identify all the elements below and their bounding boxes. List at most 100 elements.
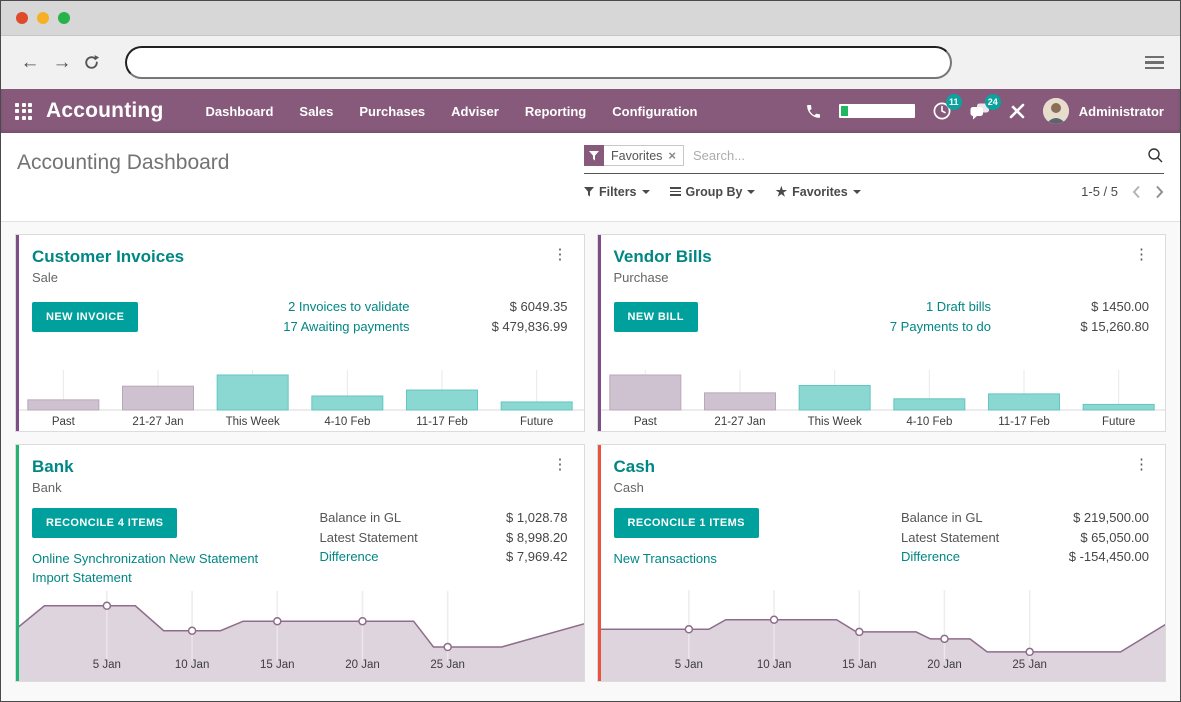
menu-adviser[interactable]: Adviser bbox=[451, 103, 499, 119]
latest-statement-value: $ 8,998.20 bbox=[506, 529, 568, 545]
url-bar[interactable] bbox=[125, 46, 952, 79]
cash-line-chart[interactable]: 5 Jan 10 Jan 15 Jan 20 Jan 25 Jan bbox=[597, 586, 1166, 681]
svg-text:Future: Future bbox=[520, 416, 553, 428]
svg-text:21-27 Jan: 21-27 Jan bbox=[132, 416, 183, 428]
browser-menu-button[interactable] bbox=[1145, 55, 1164, 70]
vendor-bills-bar-chart[interactable]: Past 21-27 Jan This Week 4-10 Feb 11-17 Feb F… bbox=[597, 367, 1166, 431]
menu-reporting[interactable]: Reporting bbox=[524, 103, 587, 119]
user-menu[interactable]: Administrator bbox=[1078, 103, 1164, 119]
svg-text:20 Jan: 20 Jan bbox=[345, 659, 380, 671]
kebab-menu-icon[interactable]: ⋮ bbox=[1134, 456, 1149, 473]
menu-dashboard[interactable]: Dashboard bbox=[205, 103, 274, 119]
new-transactions-link[interactable]: New Transactions bbox=[613, 551, 717, 566]
bank-line-chart[interactable]: 5 Jan 10 Jan 15 Jan 20 Jan 25 Jan bbox=[16, 587, 584, 681]
reload-button[interactable] bbox=[83, 54, 109, 71]
card-subtitle: Cash bbox=[613, 480, 644, 495]
reconcile-items-button[interactable]: RECONCILE 1 ITEMS bbox=[613, 508, 759, 538]
svg-text:5 Jan: 5 Jan bbox=[93, 659, 121, 671]
reconcile-items-button[interactable]: RECONCILE 4 ITEMS bbox=[32, 508, 178, 538]
latest-statement-label: Latest Statement bbox=[901, 529, 1000, 545]
minimize-window-button[interactable] bbox=[37, 12, 49, 24]
chevron-down-icon bbox=[641, 190, 650, 194]
tools-button[interactable] bbox=[1008, 102, 1026, 120]
online-sync-new-statement-link[interactable]: Online Synchronization New Statement bbox=[32, 551, 259, 566]
search-facet-favorites[interactable]: Favorites × bbox=[584, 145, 684, 166]
difference-link[interactable]: Difference bbox=[901, 549, 961, 564]
svg-text:15 Jan: 15 Jan bbox=[260, 659, 295, 671]
control-panel: Accounting Dashboard Favorites × bbox=[1, 133, 1180, 222]
apps-grid-icon[interactable] bbox=[15, 102, 32, 120]
kebab-menu-icon[interactable]: ⋮ bbox=[1134, 246, 1149, 263]
svg-text:5 Jan: 5 Jan bbox=[674, 659, 702, 671]
journal-card-bank: Bank Bank ⋮ RECONCILE 4 ITEMS Online Syn… bbox=[15, 444, 585, 682]
difference-link[interactable]: Difference bbox=[319, 549, 379, 564]
maximize-window-button[interactable] bbox=[58, 12, 70, 24]
journal-card-customer-invoices: Customer Invoices Sale ⋮ NEW INVOICE 2 I… bbox=[15, 234, 585, 432]
svg-text:This Week: This Week bbox=[807, 416, 861, 428]
svg-text:This Week: This Week bbox=[226, 416, 280, 428]
filters-button[interactable]: Filters bbox=[584, 185, 650, 199]
latest-statement-label: Latest Statement bbox=[319, 529, 418, 545]
awaiting-payments-link[interactable]: 17 Awaiting payments bbox=[283, 319, 410, 334]
funnel-icon bbox=[584, 145, 604, 166]
awaiting-payments-amount: $ 479,836.99 bbox=[491, 319, 568, 334]
invoices-to-validate-link[interactable]: 2 Invoices to validate bbox=[288, 299, 410, 314]
activities-button[interactable]: 11 bbox=[932, 94, 962, 121]
journal-card-vendor-bills: Vendor Bills Purchase ⋮ NEW BILL 1 Draft… bbox=[596, 234, 1166, 432]
facet-remove-icon[interactable]: × bbox=[668, 148, 676, 163]
svg-text:4-10 Feb: 4-10 Feb bbox=[906, 416, 952, 428]
card-title-customer-invoices[interactable]: Customer Invoices bbox=[32, 247, 185, 266]
search-input[interactable] bbox=[693, 148, 1147, 163]
svg-text:15 Jan: 15 Jan bbox=[842, 659, 877, 671]
app-name[interactable]: Accounting bbox=[46, 99, 164, 122]
usage-progress-bar[interactable] bbox=[838, 104, 915, 118]
back-button[interactable]: ← bbox=[20, 51, 40, 73]
balance-in-gl-label: Balance in GL bbox=[901, 510, 983, 525]
menu-purchases[interactable]: Purchases bbox=[359, 103, 426, 119]
funnel-icon bbox=[584, 186, 594, 196]
card-title-vendor-bills[interactable]: Vendor Bills bbox=[613, 247, 712, 266]
chevron-down-icon bbox=[852, 190, 861, 194]
card-subtitle: Sale bbox=[32, 270, 59, 285]
invoices-to-validate-amount: $ 6049.35 bbox=[509, 299, 568, 314]
search-icon[interactable] bbox=[1147, 147, 1164, 164]
phone-icon[interactable] bbox=[805, 103, 822, 120]
balance-in-gl-value: $ 219,500.00 bbox=[1073, 510, 1149, 525]
card-subtitle: Bank bbox=[32, 480, 62, 495]
menu-sales[interactable]: Sales bbox=[299, 103, 334, 119]
new-invoice-button[interactable]: NEW INVOICE bbox=[32, 302, 139, 332]
balance-in-gl-label: Balance in GL bbox=[319, 510, 402, 525]
import-statement-link[interactable]: Import Statement bbox=[32, 570, 132, 585]
browser-titlebar bbox=[1, 1, 1180, 36]
menu-configuration[interactable]: Configuration bbox=[612, 103, 698, 119]
payments-to-do-link[interactable]: 7 Payments to do bbox=[889, 319, 991, 334]
forward-button[interactable]: → bbox=[52, 51, 72, 73]
draft-bills-link[interactable]: 1 Draft bills bbox=[925, 299, 991, 314]
chevron-right-icon bbox=[1156, 185, 1164, 198]
card-title-cash[interactable]: Cash bbox=[613, 457, 656, 476]
user-avatar[interactable] bbox=[1042, 98, 1069, 124]
kebab-menu-icon[interactable]: ⋮ bbox=[552, 456, 568, 473]
pager-next-button[interactable] bbox=[1155, 185, 1164, 199]
chevron-down-icon bbox=[747, 190, 756, 194]
favorites-button[interactable]: ★ Favorites bbox=[775, 185, 861, 199]
svg-text:21-27 Jan: 21-27 Jan bbox=[714, 416, 765, 428]
close-window-button[interactable] bbox=[16, 12, 28, 24]
card-subtitle: Purchase bbox=[613, 270, 669, 285]
svg-text:Past: Past bbox=[633, 416, 657, 428]
pager-value[interactable]: 1-5 / 5 bbox=[1081, 184, 1118, 199]
svg-text:Future: Future bbox=[1102, 416, 1135, 428]
card-title-bank[interactable]: Bank bbox=[32, 457, 74, 476]
customer-invoices-bar-chart[interactable]: Past 21-27 Jan This Week 4-10 Feb 11-17 Feb F… bbox=[16, 367, 584, 431]
difference-value: $ 7,969.42 bbox=[506, 549, 568, 564]
clock-icon bbox=[933, 102, 951, 120]
crossed-tools-icon bbox=[1008, 103, 1025, 119]
kebab-menu-icon[interactable]: ⋮ bbox=[552, 246, 568, 263]
svg-text:Past: Past bbox=[52, 416, 76, 428]
filters-label: Filters bbox=[599, 184, 637, 199]
group-by-button[interactable]: Group By bbox=[669, 185, 756, 199]
messages-badge: 24 bbox=[984, 94, 1001, 110]
new-bill-button[interactable]: NEW BILL bbox=[613, 302, 698, 332]
pager-previous-button[interactable] bbox=[1132, 185, 1141, 199]
messages-button[interactable]: 24 bbox=[969, 94, 1001, 121]
